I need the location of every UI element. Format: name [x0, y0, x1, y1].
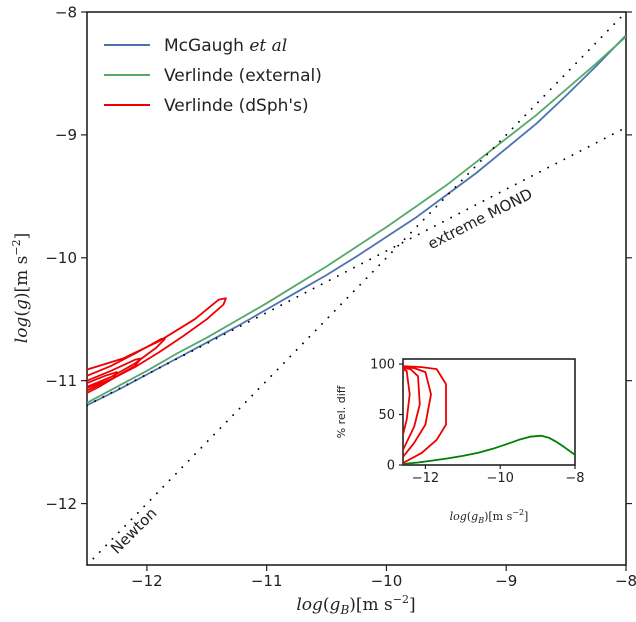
legend-label-verlinde-external: Verlinde (external) — [164, 66, 322, 86]
inset-y-tick-label-1: 50 — [378, 408, 395, 423]
main-y-tick-label-2: −10 — [45, 249, 77, 267]
inset-y-tick-label-2: 0 — [387, 459, 395, 474]
main-series-line-0 — [87, 34, 626, 407]
inset-contour-1-0 — [403, 365, 447, 464]
inset-x-tick-label-0: −12 — [412, 471, 439, 486]
inset-data-layer — [403, 365, 575, 465]
main-y-tick-label-3: −11 — [45, 372, 77, 390]
inset-x-tick-label-2: −8 — [565, 471, 584, 486]
main-contour-2-0 — [87, 297, 227, 392]
inset-contour-1-3 — [403, 368, 411, 435]
main-x-tick-label-2: −10 — [371, 572, 403, 590]
main-x-tick-label-0: −12 — [131, 572, 163, 590]
inset-y-axis-label: % rel. diff — [335, 385, 348, 438]
main-y-tick-label-4: −12 — [45, 495, 77, 513]
legend: McGaugh et al Verlinde (external) Verlin… — [104, 36, 322, 116]
main-x-tick-label-4: −8 — [615, 572, 636, 590]
main-contour-2-3 — [87, 371, 118, 394]
legend-label-mcgaugh: McGaugh et al — [164, 36, 287, 56]
inset-axis-ticks: −12 −10 −8 100 50 0 — [370, 358, 584, 486]
inset-series-line-0 — [403, 434, 575, 465]
inset-contour-1-1 — [403, 366, 432, 458]
inset-x-axis-label: log(gB)[m s−2] — [450, 508, 529, 525]
x-axis-label: log(gB)[m s−2] — [296, 593, 415, 617]
main-y-tick-label-1: −9 — [55, 126, 77, 144]
y-axis-label: log(g)[m s−2] — [10, 233, 32, 343]
main-x-tick-label-1: −11 — [251, 572, 283, 590]
main-series-line-1 — [87, 35, 626, 404]
main-x-tick-label-3: −9 — [495, 572, 517, 590]
main-plot-area — [86, 11, 627, 566]
legend-label-verlinde-dsph: Verlinde (dSph's) — [164, 96, 309, 116]
inset-contour-1-2 — [403, 367, 421, 451]
main-y-tick-label-0: −8 — [55, 3, 77, 21]
main-contour-2-1 — [87, 338, 166, 388]
inset-y-tick-label-0: 100 — [370, 358, 395, 373]
main-data-layer — [87, 12, 626, 565]
main-series-line-4 — [87, 126, 626, 407]
inset-x-tick-label-1: −10 — [486, 471, 513, 486]
inset-plot-area — [402, 358, 576, 466]
main-axis-ticks: −12 −11 −10 −9 −8 −8 −9 −10 −11 −12 — [45, 3, 636, 590]
